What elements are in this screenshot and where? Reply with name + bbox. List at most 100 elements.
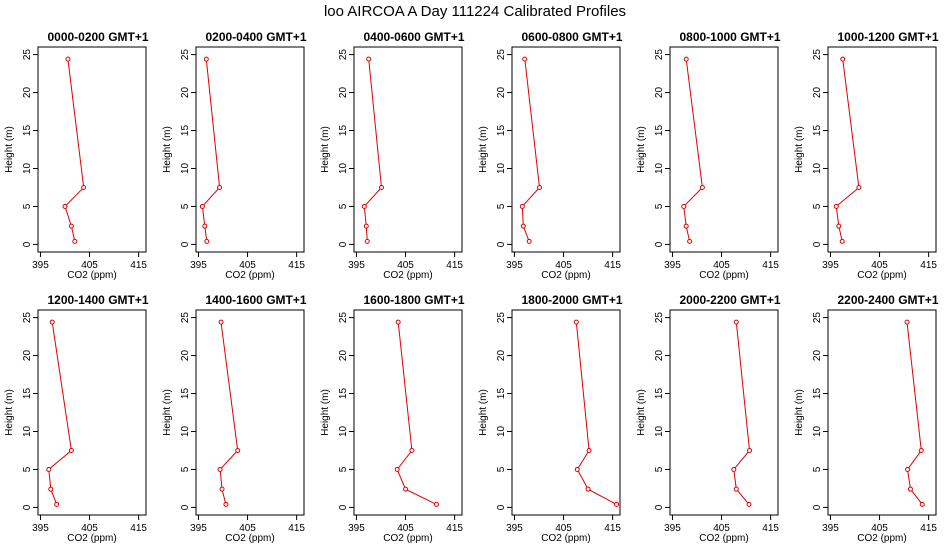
x-tick-label: 415 [920, 523, 937, 534]
y-tick-label: 0 [654, 504, 665, 510]
profile-line [396, 322, 437, 505]
y-tick-label: 10 [180, 162, 191, 174]
x-tick-label: 405 [397, 260, 414, 271]
y-tick-label: 10 [496, 425, 507, 437]
data-point [840, 56, 846, 62]
panel-title: 1200-1400 GMT+1 [47, 293, 148, 307]
data-point [378, 184, 384, 190]
data-point [217, 466, 223, 472]
data-point [62, 203, 68, 209]
x-tick-label: 405 [713, 260, 730, 271]
profile-line [835, 59, 860, 242]
y-axis-label: Height (m) [794, 389, 805, 436]
x-axis-label: CO2 (ppm) [67, 270, 116, 281]
y-tick-label: 10 [180, 425, 191, 437]
y-tick-label: 10 [654, 162, 665, 174]
y-tick-label: 10 [654, 425, 665, 437]
data-point [68, 223, 74, 229]
y-tick-label: 25 [654, 312, 665, 324]
data-point [394, 466, 400, 472]
x-tick-label: 415 [446, 260, 463, 271]
x-tick-label: 415 [446, 523, 463, 534]
y-axis-label: Height (m) [4, 126, 15, 173]
x-tick-label: 415 [288, 260, 305, 271]
x-axis-label: CO2 (ppm) [225, 270, 274, 281]
y-tick-label: 0 [812, 241, 823, 247]
y-tick-label: 25 [496, 49, 507, 61]
data-point [403, 486, 409, 492]
x-axis-label: CO2 (ppm) [225, 533, 274, 544]
x-tick-label: 405 [239, 260, 256, 271]
x-tick-label: 415 [604, 260, 621, 271]
x-axis-label: CO2 (ppm) [699, 270, 748, 281]
x-tick-label: 415 [604, 523, 621, 534]
y-axis-label: Height (m) [636, 389, 647, 436]
y-tick-label: 15 [338, 388, 349, 400]
data-point [409, 447, 415, 453]
x-axis-label: CO2 (ppm) [541, 533, 590, 544]
data-point [919, 501, 925, 507]
data-point [203, 56, 209, 62]
y-tick-label: 0 [22, 504, 33, 510]
y-tick-label: 15 [338, 125, 349, 137]
data-point [833, 203, 839, 209]
y-tick-label: 25 [812, 49, 823, 61]
x-axis-label: CO2 (ppm) [699, 533, 748, 544]
x-axis-label: CO2 (ppm) [67, 533, 116, 544]
plot-frame [827, 46, 937, 253]
y-tick-label: 20 [180, 350, 191, 362]
y-tick-label: 10 [338, 425, 349, 437]
y-tick-label: 0 [338, 504, 349, 510]
y-tick-label: 25 [180, 312, 191, 324]
y-tick-label: 20 [654, 87, 665, 99]
y-tick-label: 5 [812, 466, 823, 472]
x-tick-label: 395 [32, 523, 49, 534]
profile-line [521, 59, 541, 242]
y-axis-label: Height (m) [794, 126, 805, 173]
profile-panel: 1000-1200 GMT+1 0 5 10 15 20 25 395 405 415 CO2 (p… [794, 30, 939, 281]
profile-panel: 0000-0200 GMT+1 0 5 10 15 20 25 395 405 415 CO2 (p… [4, 30, 149, 281]
panel-title: 0200-0400 GMT+1 [205, 30, 306, 44]
y-axis-label: Height (m) [162, 389, 173, 436]
y-tick-label: 20 [812, 87, 823, 99]
x-tick-label: 395 [506, 523, 523, 534]
data-point [218, 319, 224, 325]
panel-title: 0600-0800 GMT+1 [521, 30, 622, 44]
y-tick-label: 25 [812, 312, 823, 324]
y-tick-label: 5 [180, 203, 191, 209]
x-tick-label: 405 [397, 523, 414, 534]
y-tick-label: 15 [812, 388, 823, 400]
data-point [904, 319, 910, 325]
data-point [699, 184, 705, 190]
panel-title: 2000-2200 GMT+1 [679, 293, 780, 307]
profile-line [733, 322, 751, 505]
panel-title: 1800-2000 GMT+1 [521, 293, 622, 307]
y-tick-label: 5 [496, 203, 507, 209]
x-tick-label: 405 [81, 523, 98, 534]
profile-panel: 1400-1600 GMT+1 0 5 10 15 20 25 395 405 415 CO2 (p… [162, 293, 307, 544]
data-point [46, 466, 52, 472]
data-point [217, 184, 223, 190]
y-tick-label: 25 [654, 49, 665, 61]
y-tick-label: 15 [812, 125, 823, 137]
figure-title: loo AIRCOA A Day 111224 Calibrated Profi… [324, 3, 626, 20]
profile-panel: 0800-1000 GMT+1 0 5 10 15 20 25 395 405 415 CO2 (p… [636, 30, 781, 281]
profile-panel: 2200-2400 GMT+1 0 5 10 15 20 25 395 405 415 CO2 (p… [794, 293, 939, 544]
data-point [746, 501, 752, 507]
y-tick-label: 25 [22, 312, 33, 324]
y-tick-label: 0 [496, 504, 507, 510]
data-point [520, 223, 526, 229]
plot-frame [353, 46, 463, 253]
y-tick-label: 15 [496, 125, 507, 137]
data-point [395, 319, 401, 325]
x-tick-label: 405 [555, 523, 572, 534]
x-axis-label: CO2 (ppm) [857, 270, 906, 281]
y-tick-label: 15 [180, 388, 191, 400]
y-tick-label: 15 [496, 388, 507, 400]
data-point [614, 501, 620, 507]
y-axis-label: Height (m) [636, 126, 647, 173]
y-axis-label: Height (m) [478, 389, 489, 436]
x-tick-label: 395 [190, 523, 207, 534]
data-point [223, 501, 229, 507]
